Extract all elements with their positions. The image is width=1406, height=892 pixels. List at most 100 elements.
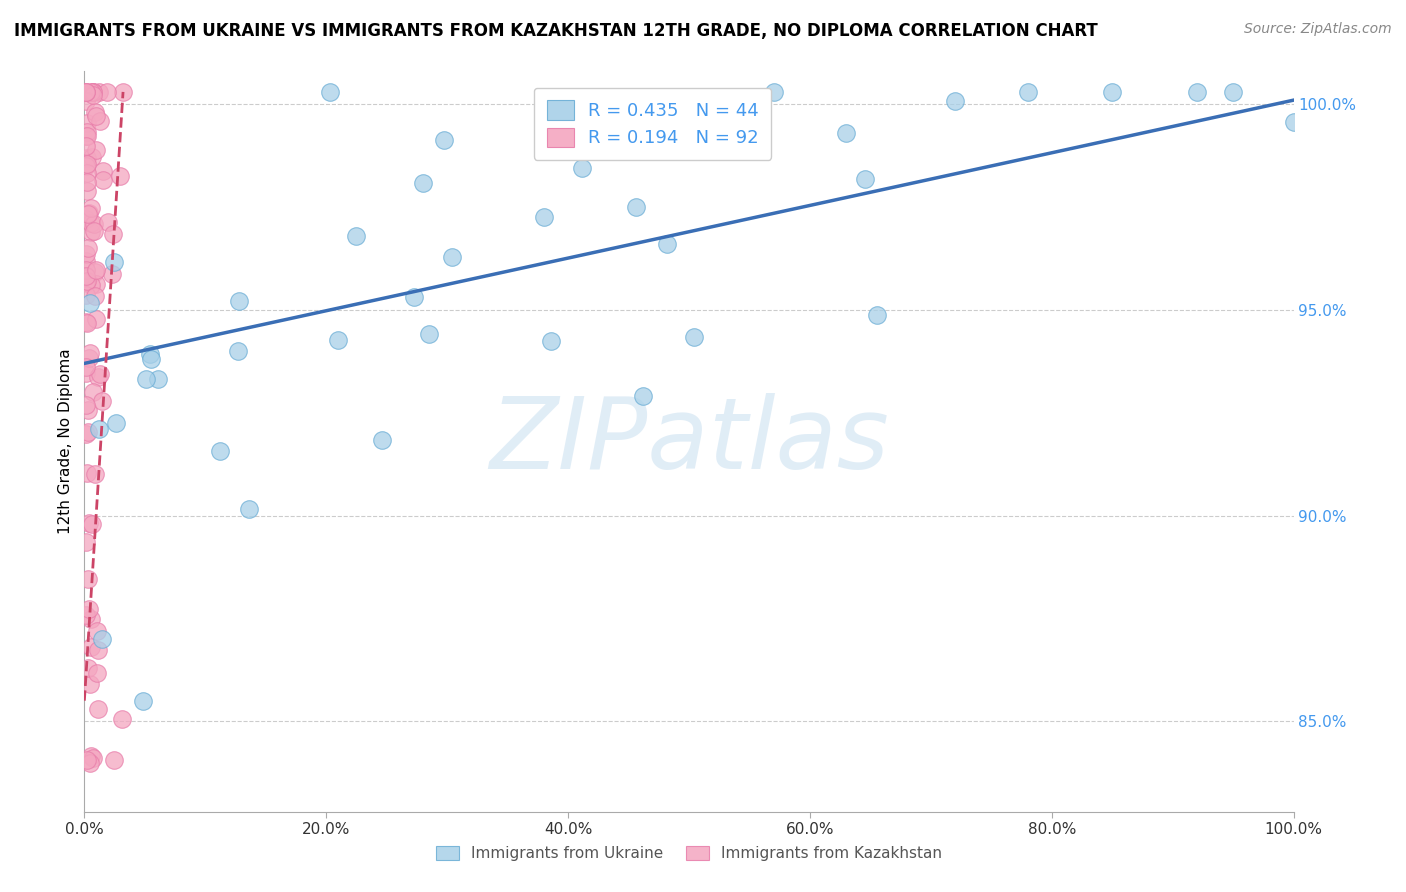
Point — [418, 327, 440, 342]
Point — [79, 346, 101, 360]
Point — [97, 215, 120, 229]
Point — [77, 516, 100, 531]
Point — [76, 316, 98, 330]
Point — [80, 517, 103, 532]
Point — [80, 150, 103, 164]
Point — [75, 263, 97, 277]
Point — [76, 175, 98, 189]
Point — [79, 677, 101, 691]
Point — [80, 225, 103, 239]
Point — [89, 367, 111, 381]
Point — [132, 694, 155, 708]
Point — [76, 572, 98, 586]
Y-axis label: 12th Grade, No Diploma: 12th Grade, No Diploma — [58, 349, 73, 534]
Point — [76, 466, 98, 480]
Point — [80, 215, 103, 229]
Point — [76, 274, 98, 288]
Point — [103, 753, 125, 767]
Point — [86, 666, 108, 681]
Text: IMMIGRANTS FROM UKRAINE VS IMMIGRANTS FROM KAZAKHSTAN 12TH GRADE, NO DIPLOMA COR: IMMIGRANTS FROM UKRAINE VS IMMIGRANTS FR… — [14, 22, 1098, 40]
Point — [75, 85, 97, 99]
Point — [101, 267, 124, 281]
Point — [79, 756, 101, 770]
Point — [326, 333, 349, 347]
Point — [89, 113, 111, 128]
Point — [318, 85, 340, 99]
Point — [80, 749, 103, 764]
Point — [82, 87, 104, 102]
Point — [139, 347, 162, 361]
Point — [108, 169, 131, 183]
Point — [404, 290, 426, 304]
Point — [208, 444, 231, 458]
Point — [943, 94, 966, 108]
Point — [75, 139, 97, 153]
Point — [87, 702, 110, 716]
Point — [146, 372, 169, 386]
Point — [77, 206, 100, 220]
Point — [135, 372, 157, 386]
Point — [238, 502, 260, 516]
Point — [571, 161, 593, 175]
Point — [762, 85, 785, 99]
Point — [75, 85, 97, 99]
Point — [76, 156, 98, 170]
Point — [86, 370, 108, 384]
Point — [75, 94, 97, 108]
Point — [105, 416, 128, 430]
Point — [412, 176, 434, 190]
Point — [75, 247, 97, 261]
Point — [75, 276, 97, 290]
Point — [77, 207, 100, 221]
Point — [82, 85, 104, 99]
Point — [83, 217, 105, 231]
Point — [835, 126, 858, 140]
Point — [853, 172, 876, 186]
Legend: Immigrants from Ukraine, Immigrants from Kazakhstan: Immigrants from Ukraine, Immigrants from… — [430, 839, 948, 867]
Point — [84, 109, 107, 123]
Point — [540, 334, 562, 348]
Point — [90, 394, 112, 409]
Point — [75, 211, 97, 226]
Point — [75, 366, 97, 380]
Point — [226, 344, 249, 359]
Point — [91, 173, 114, 187]
Point — [433, 133, 456, 147]
Point — [75, 129, 97, 144]
Point — [76, 184, 98, 198]
Point — [371, 433, 394, 447]
Point — [75, 359, 97, 374]
Point — [82, 751, 104, 765]
Point — [139, 351, 162, 366]
Point — [80, 278, 103, 293]
Point — [84, 467, 107, 481]
Point — [77, 403, 100, 417]
Point — [89, 85, 111, 99]
Point — [1017, 85, 1039, 99]
Point — [80, 85, 103, 99]
Point — [631, 389, 654, 403]
Point — [84, 104, 107, 119]
Point — [75, 269, 97, 284]
Text: ZIPatlas: ZIPatlas — [489, 393, 889, 490]
Point — [624, 200, 647, 214]
Point — [82, 85, 104, 99]
Point — [77, 425, 100, 439]
Point — [83, 224, 105, 238]
Point — [76, 116, 98, 130]
Point — [75, 608, 97, 623]
Point — [103, 254, 125, 268]
Point — [82, 85, 104, 99]
Point — [84, 277, 107, 291]
Point — [83, 265, 105, 279]
Point — [75, 315, 97, 329]
Point — [441, 251, 464, 265]
Point — [77, 351, 100, 366]
Point — [79, 295, 101, 310]
Point — [96, 85, 118, 99]
Point — [84, 263, 107, 277]
Point — [1282, 114, 1305, 128]
Point — [77, 602, 100, 616]
Point — [77, 242, 100, 256]
Point — [80, 640, 103, 654]
